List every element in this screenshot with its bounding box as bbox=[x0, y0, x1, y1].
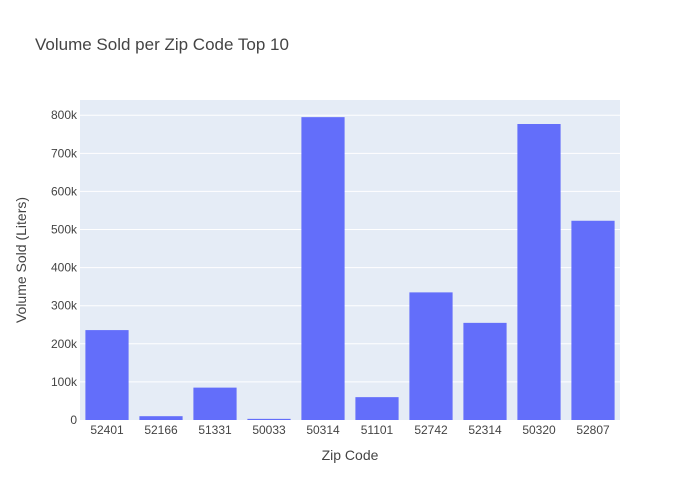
bar-52314[interactable] bbox=[463, 322, 507, 420]
x-tick-label: 52742 bbox=[414, 423, 448, 437]
y-tick-label: 600k bbox=[51, 184, 78, 198]
bar-52166[interactable] bbox=[139, 416, 183, 420]
chart-title: Volume Sold per Zip Code Top 10 bbox=[35, 35, 289, 54]
y-tick-label: 800k bbox=[51, 108, 78, 122]
y-tick-label: 700k bbox=[51, 146, 78, 160]
x-tick-label: 52807 bbox=[576, 423, 610, 437]
y-tick-label: 200k bbox=[51, 337, 78, 351]
bar-50033[interactable] bbox=[247, 418, 291, 420]
x-tick-label: 52314 bbox=[468, 423, 502, 437]
y-tick-label: 100k bbox=[51, 375, 78, 389]
bar-52401[interactable] bbox=[85, 330, 129, 420]
bar-50320[interactable] bbox=[517, 124, 561, 420]
bar-52742[interactable] bbox=[409, 292, 453, 420]
y-tick-label: 500k bbox=[51, 223, 78, 237]
bar-51331[interactable] bbox=[193, 387, 237, 420]
x-tick-label: 52401 bbox=[90, 423, 124, 437]
bars bbox=[85, 117, 615, 421]
y-tick-labels: 0 100k 200k 300k 400k 500k 600k 700k 800k bbox=[51, 108, 78, 427]
x-tick-labels: 52401 52166 51331 50033 50314 51101 52742 52314… bbox=[90, 423, 610, 437]
x-tick-label: 51331 bbox=[198, 423, 232, 437]
y-tick-label: 300k bbox=[51, 299, 78, 313]
x-axis-label: Zip Code bbox=[322, 447, 379, 463]
x-tick-label: 51101 bbox=[361, 423, 394, 437]
x-tick-label: 50320 bbox=[522, 423, 556, 437]
bar-51101[interactable] bbox=[355, 397, 399, 420]
x-tick-label: 52166 bbox=[144, 423, 178, 437]
y-tick-label: 0 bbox=[70, 413, 77, 427]
bar-50314[interactable] bbox=[301, 117, 345, 421]
x-tick-label: 50033 bbox=[252, 423, 286, 437]
y-axis-label: Volume Sold (Liters) bbox=[13, 197, 29, 323]
y-tick-label: 400k bbox=[51, 261, 78, 275]
x-tick-label: 50314 bbox=[306, 423, 340, 437]
bar-52807[interactable] bbox=[571, 220, 615, 420]
